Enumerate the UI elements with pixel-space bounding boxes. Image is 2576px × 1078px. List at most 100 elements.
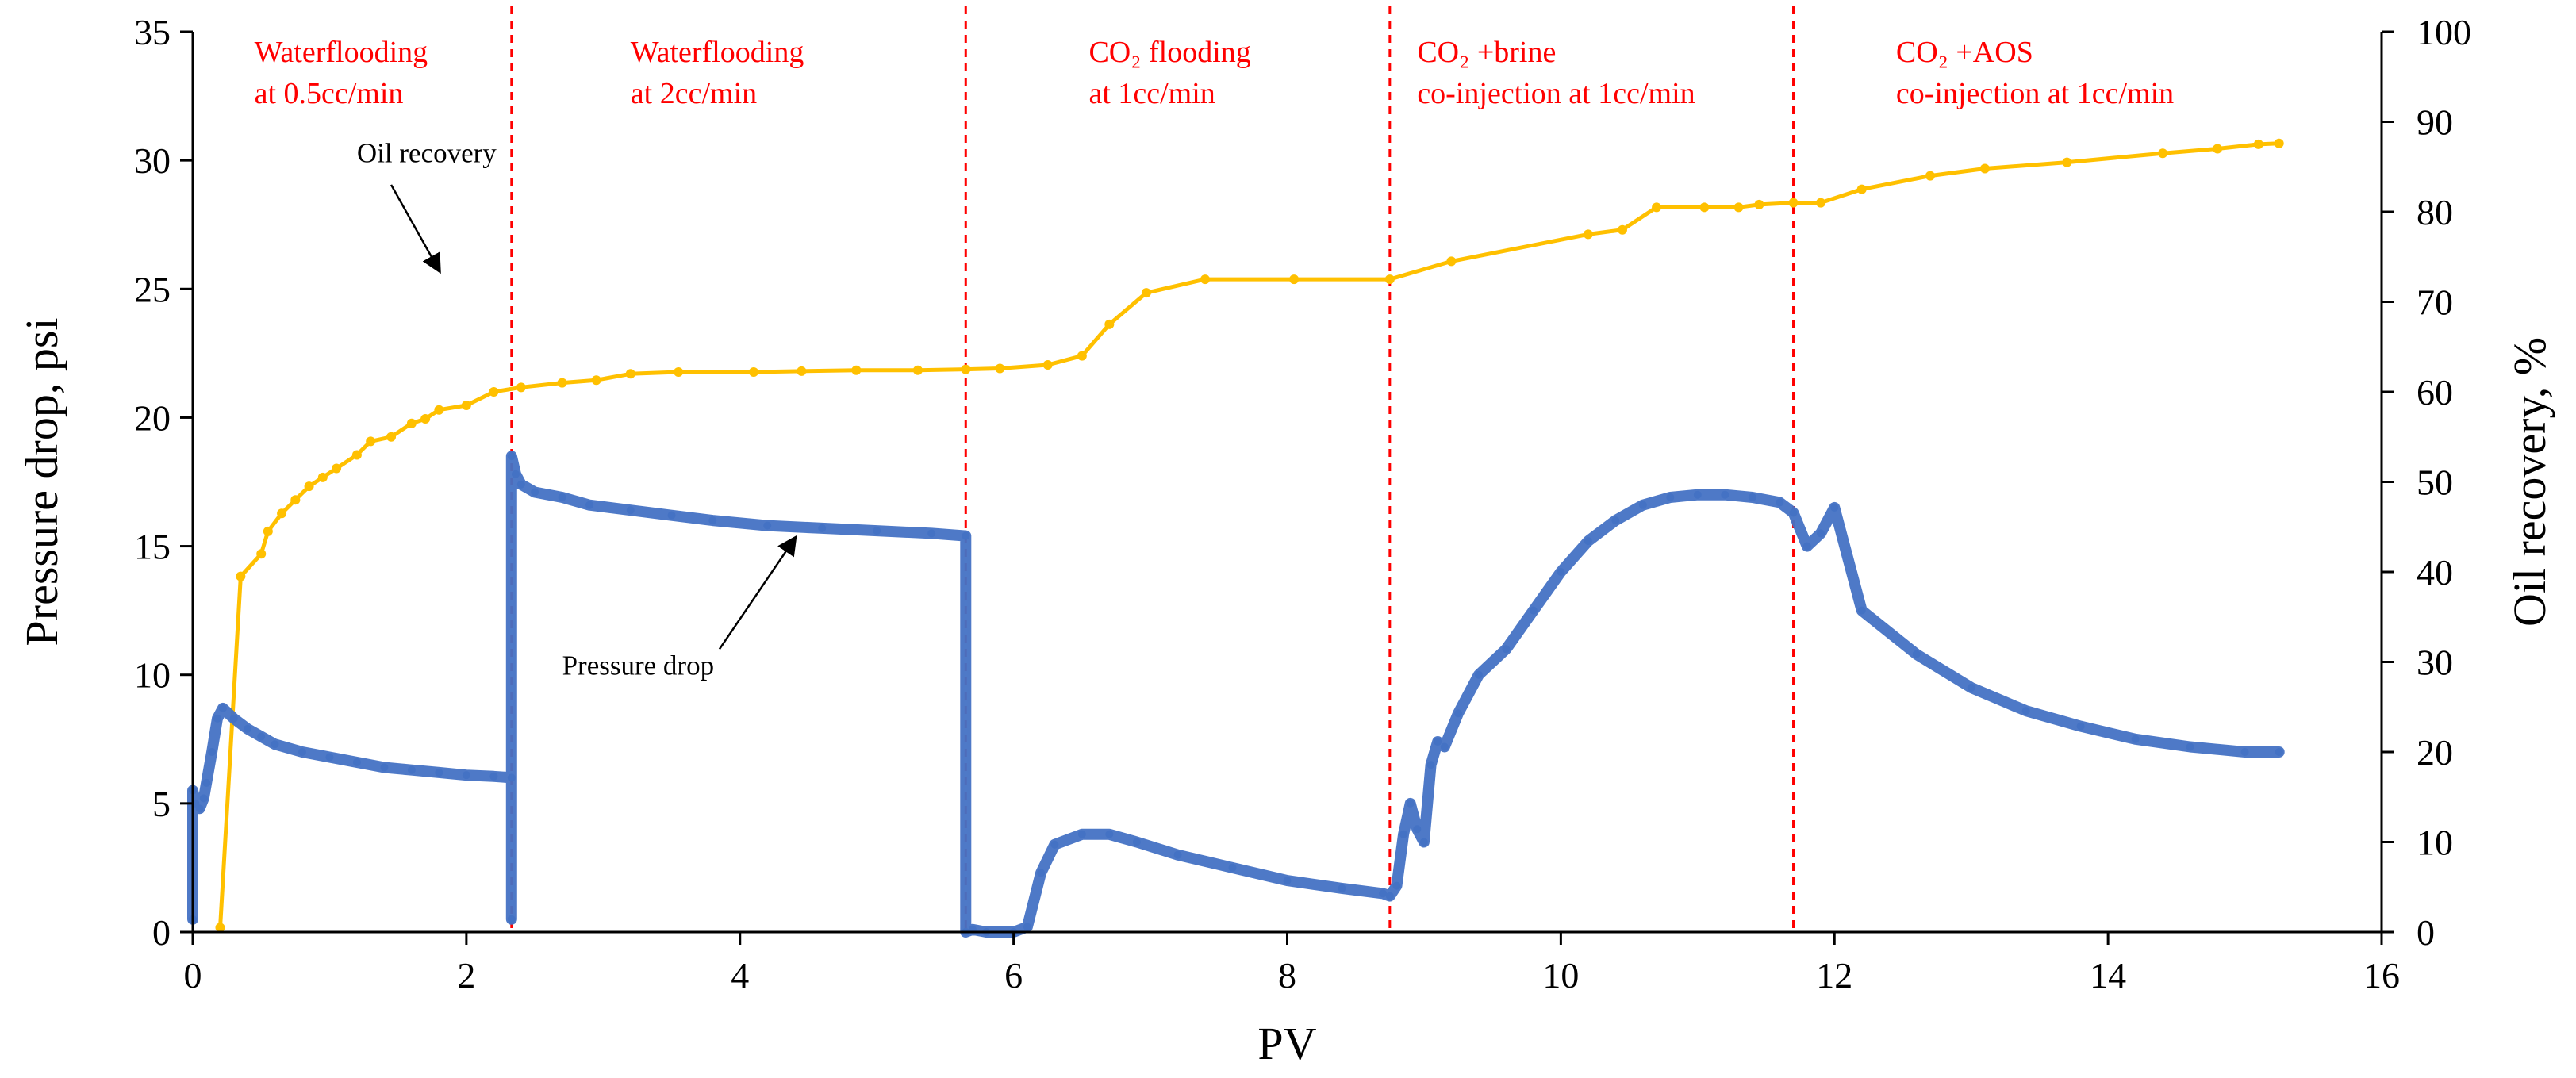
data-point bbox=[674, 367, 684, 378]
data-point bbox=[2131, 735, 2140, 743]
data-point bbox=[213, 714, 222, 723]
data-point bbox=[1830, 503, 1839, 512]
phase-labels: Waterflooding at 0.5cc/min Waterflooding at… bbox=[255, 36, 2175, 110]
x-tick-label: 4 bbox=[731, 955, 749, 996]
data-point bbox=[2275, 748, 2283, 756]
phase-label-line1: CO₂ flooding bbox=[1088, 36, 1250, 69]
data-point bbox=[585, 501, 594, 509]
data-point bbox=[1754, 199, 1764, 209]
data-point bbox=[1817, 529, 1825, 538]
x-axis-title: PV bbox=[1257, 1018, 1316, 1069]
data-point bbox=[1638, 501, 1647, 509]
data-point bbox=[263, 526, 273, 536]
data-point bbox=[1583, 229, 1593, 240]
data-point bbox=[1502, 645, 1511, 654]
phase-label-line1: Waterflooding bbox=[631, 36, 804, 69]
data-point bbox=[625, 369, 635, 379]
data-point bbox=[1042, 359, 1053, 370]
y2-tick-label: 90 bbox=[2417, 102, 2453, 143]
data-point bbox=[961, 364, 971, 374]
data-point bbox=[386, 432, 397, 442]
y2-tick-label: 60 bbox=[2417, 372, 2453, 412]
series-layer bbox=[187, 138, 2285, 938]
data-point bbox=[434, 405, 444, 415]
phase-label-line2: at 1cc/min bbox=[1088, 77, 1215, 110]
data-point bbox=[202, 778, 211, 787]
data-point bbox=[229, 714, 238, 723]
data-point bbox=[2186, 742, 2194, 751]
data-point bbox=[407, 765, 416, 774]
data-point bbox=[435, 768, 443, 777]
annotation-arrow bbox=[390, 184, 441, 274]
x-tick-label: 6 bbox=[1004, 955, 1023, 996]
data-point bbox=[256, 549, 267, 559]
data-point bbox=[748, 367, 758, 378]
data-point bbox=[351, 450, 362, 460]
data-point bbox=[218, 704, 227, 712]
series-oil-recovery bbox=[215, 138, 2284, 933]
x-tick-label: 16 bbox=[2363, 955, 2400, 996]
x-tick-label: 12 bbox=[1816, 955, 1852, 996]
data-point bbox=[1413, 825, 1422, 834]
x-tick-label: 0 bbox=[184, 955, 202, 996]
data-point bbox=[1426, 761, 1435, 769]
x-tick-label: 8 bbox=[1278, 955, 1296, 996]
data-point bbox=[298, 748, 306, 756]
data-point bbox=[1200, 274, 1211, 285]
data-point bbox=[325, 753, 334, 762]
data-point bbox=[1856, 184, 1867, 194]
data-point bbox=[558, 493, 566, 501]
labels: PV Pressure drop, psi Oil recovery, % bbox=[16, 317, 2555, 1069]
data-point bbox=[1077, 351, 1087, 361]
data-point bbox=[1979, 163, 1990, 174]
data-point bbox=[1392, 881, 1401, 890]
series-pressure-drop bbox=[187, 451, 2285, 938]
y-tick-label: 15 bbox=[134, 527, 171, 567]
data-point bbox=[1289, 274, 1300, 285]
annotations: Oil recovery Pressure drop bbox=[357, 138, 797, 681]
x-tick-label: 2 bbox=[457, 955, 475, 996]
data-point bbox=[366, 436, 376, 447]
data-point bbox=[995, 363, 1005, 374]
data-point bbox=[507, 773, 516, 782]
data-point bbox=[1173, 850, 1182, 859]
y2-tick-label: 100 bbox=[2417, 12, 2471, 52]
data-point bbox=[317, 472, 328, 482]
data-point bbox=[277, 508, 287, 519]
data-point bbox=[1228, 863, 1237, 872]
data-point bbox=[1050, 840, 1059, 849]
data-point bbox=[1721, 490, 1729, 499]
annotation-arrow bbox=[718, 535, 797, 650]
data-point bbox=[380, 763, 389, 772]
data-point bbox=[1788, 198, 1799, 208]
data-point bbox=[461, 401, 471, 411]
data-point bbox=[1802, 542, 1811, 551]
data-point bbox=[1132, 838, 1141, 846]
y-tick-label: 0 bbox=[152, 912, 171, 953]
data-point bbox=[1699, 202, 1710, 213]
data-point bbox=[2213, 144, 2223, 154]
data-point bbox=[1789, 508, 1798, 517]
phase-label-line1: Waterflooding bbox=[255, 36, 428, 69]
data-point bbox=[511, 470, 520, 478]
data-point bbox=[1385, 892, 1394, 900]
data-point bbox=[1419, 838, 1428, 846]
data-point bbox=[1776, 498, 1784, 507]
data-point bbox=[1037, 869, 1046, 877]
data-point bbox=[1023, 923, 1031, 931]
y2-axis-title: Oil recovery, % bbox=[2504, 337, 2555, 627]
y2-tick-label: 70 bbox=[2417, 282, 2453, 323]
data-point bbox=[1399, 830, 1408, 838]
y2-tick-label: 40 bbox=[2417, 552, 2453, 593]
phase-label-line1: CO₂ +AOS bbox=[1896, 36, 2033, 69]
data-point bbox=[1967, 683, 1975, 692]
data-point bbox=[2253, 139, 2263, 149]
y2-tick-label: 80 bbox=[2417, 192, 2453, 232]
x-tick-label: 14 bbox=[2090, 955, 2126, 996]
y-tick-label: 25 bbox=[134, 269, 171, 309]
y2-tick-label: 50 bbox=[2417, 462, 2453, 503]
series-line bbox=[218, 141, 2279, 928]
data-point bbox=[1338, 884, 1346, 892]
data-point bbox=[591, 375, 601, 386]
